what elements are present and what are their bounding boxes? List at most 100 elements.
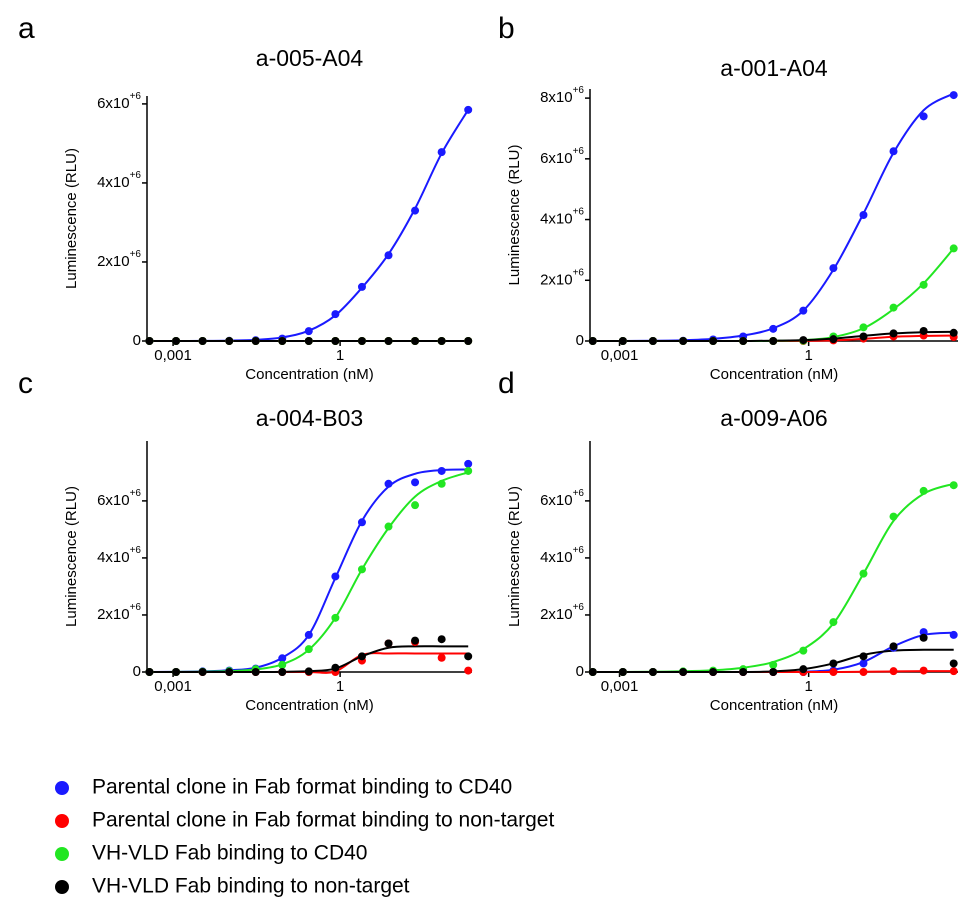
legend-label: VH-VLD Fab binding to CD40 <box>92 842 367 865</box>
data-point <box>919 633 928 642</box>
chart-title: a-009-A06 <box>720 405 827 431</box>
y-axis-title: Luminescence (RLU) <box>506 145 523 286</box>
data-point <box>859 569 868 578</box>
legend-marker <box>55 814 69 828</box>
data-point <box>172 337 181 345</box>
data-point <box>859 332 868 341</box>
y-tick-exponent: +6 <box>130 488 142 499</box>
data-point <box>411 636 420 645</box>
y-tick-exponent: +6 <box>130 249 142 260</box>
data-point <box>304 645 313 654</box>
data-point <box>331 572 340 581</box>
data-point <box>889 147 898 156</box>
data-point <box>411 501 420 510</box>
data-point <box>889 303 898 312</box>
data-point <box>278 337 287 345</box>
data-point <box>357 337 366 345</box>
y-tick-mantissa: 4x10 <box>540 549 573 566</box>
data-point <box>889 512 898 521</box>
y-tick-mantissa: 6x10 <box>97 95 130 112</box>
x-axis-title: Concentration (nM) <box>245 366 373 383</box>
data-point <box>278 660 287 669</box>
y-tick-mantissa: 2x10 <box>97 253 130 270</box>
data-point <box>769 668 778 676</box>
data-point <box>919 280 928 289</box>
data-point <box>859 211 868 219</box>
data-point <box>331 613 340 622</box>
data-point <box>919 326 928 335</box>
data-point <box>709 668 718 676</box>
x-axis-title: Concentration (nM) <box>245 697 373 714</box>
data-point <box>198 337 207 345</box>
legend-marker <box>55 781 69 795</box>
data-point <box>357 282 366 291</box>
data-point <box>464 666 473 675</box>
data-point <box>859 323 868 332</box>
data-point <box>411 337 420 345</box>
data-point <box>829 668 838 676</box>
data-point <box>251 337 260 345</box>
data-point <box>799 336 808 345</box>
y-tick-mantissa: 8x10 <box>540 89 573 106</box>
x-tick-label: 0,001 <box>601 347 639 364</box>
data-point <box>384 639 393 648</box>
data-point <box>648 668 657 676</box>
data-point <box>464 466 473 475</box>
data-point <box>357 518 366 527</box>
x-tick-label: 1 <box>804 678 812 695</box>
y-tick-label: 0 <box>133 663 141 680</box>
data-point <box>384 251 393 260</box>
data-point <box>889 667 898 676</box>
y-tick-mantissa: 2x10 <box>97 606 130 623</box>
chart-title: a-001-A04 <box>720 55 828 81</box>
data-point <box>437 653 446 662</box>
x-tick-label: 0,001 <box>154 678 192 695</box>
panel-label: b <box>498 12 515 45</box>
y-tick-exponent: +6 <box>573 602 585 613</box>
data-point <box>949 328 958 337</box>
y-tick-mantissa: 2x10 <box>540 271 573 288</box>
data-point <box>225 337 234 345</box>
data-point <box>679 668 688 676</box>
data-point <box>304 630 313 639</box>
x-tick-label: 1 <box>336 678 344 695</box>
y-tick-exponent: +6 <box>573 85 585 96</box>
panel-label: d <box>498 367 515 400</box>
y-tick-mantissa: 6x10 <box>540 492 573 509</box>
panel-label: c <box>18 367 33 400</box>
y-tick-label: 6x10+6 <box>540 488 584 509</box>
data-point <box>618 668 627 676</box>
data-point <box>709 337 718 345</box>
y-tick-label: 4x10+6 <box>97 545 141 566</box>
data-point <box>464 337 473 345</box>
y-tick-label: 0 <box>576 332 584 349</box>
data-point <box>949 667 958 676</box>
data-point <box>859 668 868 676</box>
y-tick-label: 0 <box>133 332 141 349</box>
data-point <box>859 652 868 661</box>
x-axis-title: Concentration (nM) <box>710 366 838 383</box>
legend-marker <box>55 880 69 894</box>
data-point <box>739 668 748 676</box>
data-point <box>278 668 287 676</box>
data-point <box>464 652 473 661</box>
data-point <box>464 105 473 114</box>
y-tick-mantissa: 4x10 <box>97 174 130 191</box>
data-point <box>384 337 393 345</box>
y-tick-mantissa: 6x10 <box>97 492 130 509</box>
y-tick-label: 0 <box>576 663 584 680</box>
data-point <box>799 665 808 674</box>
data-point <box>919 628 928 637</box>
data-point <box>949 91 958 100</box>
data-point <box>331 337 340 345</box>
data-point <box>889 642 898 651</box>
data-point <box>411 206 420 215</box>
y-tick-exponent: +6 <box>130 545 142 556</box>
y-tick-label: 2x10+6 <box>540 267 584 288</box>
data-point <box>437 148 446 157</box>
data-point <box>172 668 181 676</box>
data-point <box>919 486 928 495</box>
legend-label: Parental clone in Fab format binding to … <box>92 776 512 799</box>
data-point <box>829 335 838 344</box>
